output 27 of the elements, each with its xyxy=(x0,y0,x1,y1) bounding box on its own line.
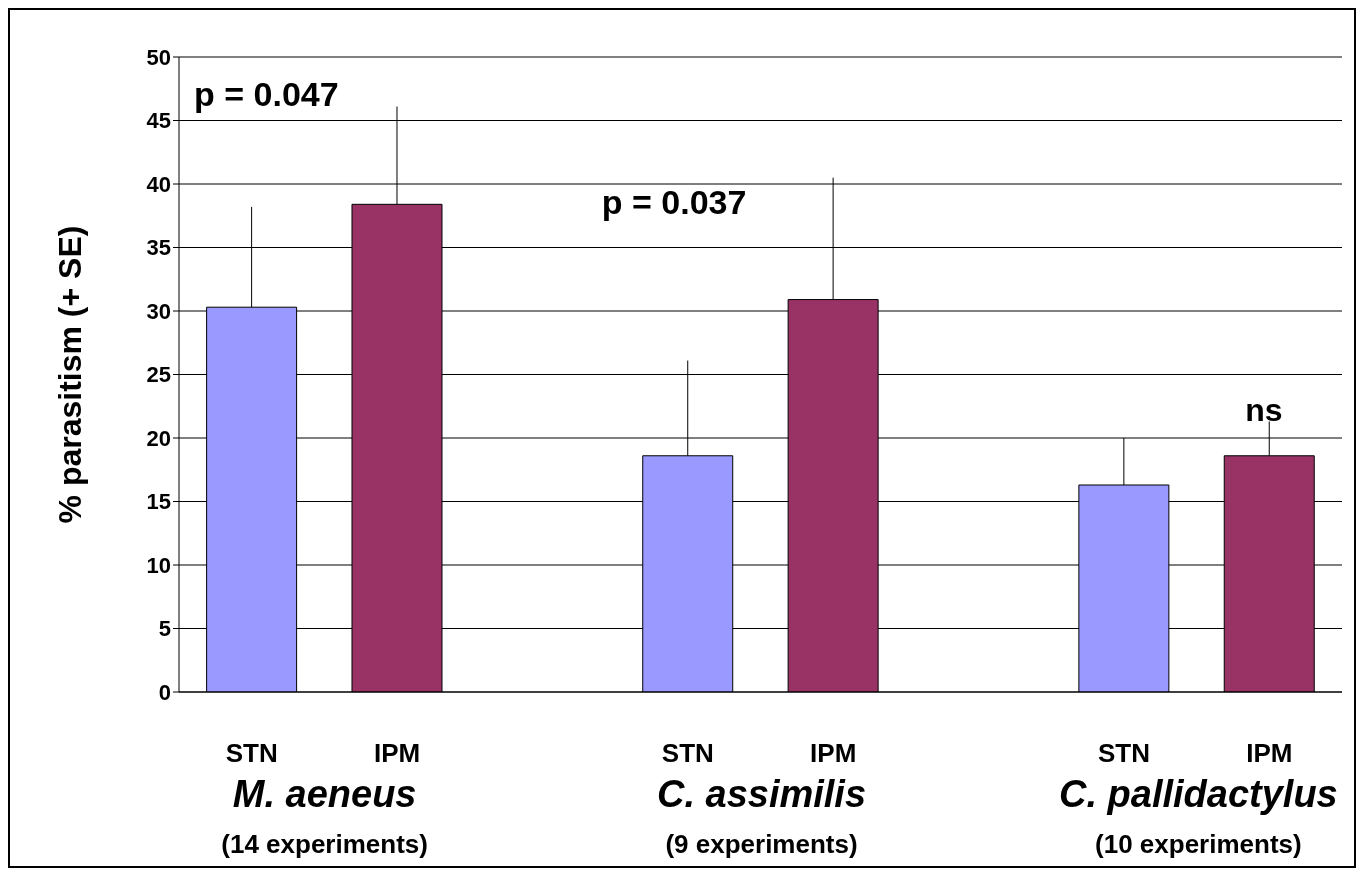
y-tick-label: 20 xyxy=(146,425,171,451)
text: M. aeneus xyxy=(231,773,418,816)
y-tick-label: 45 xyxy=(146,108,171,134)
y-tick-label: 35 xyxy=(146,235,171,261)
y-axis-title: % parasitism (+ SE) xyxy=(52,225,89,524)
x-tick-label: IPM xyxy=(810,738,857,769)
annotation: p = 0.047 xyxy=(194,75,339,113)
y-tick-label: 50 xyxy=(146,44,171,70)
x-tick-label: STN xyxy=(1097,738,1150,769)
text: (9 experiments) xyxy=(664,829,859,860)
text: (14 experiments) xyxy=(220,829,429,860)
y-tick-label: 40 xyxy=(146,171,171,197)
y-tick-label: 25 xyxy=(146,362,171,388)
y-tick-label: 5 xyxy=(158,616,171,642)
x-tick-label: STN xyxy=(661,738,714,769)
text: C. assimilis xyxy=(655,773,868,816)
y-tick-label: 0 xyxy=(158,679,171,705)
text: C. pallidactylus xyxy=(1058,773,1339,816)
x-tick-label: STN xyxy=(225,738,278,769)
y-tick-label: 30 xyxy=(146,298,171,324)
y-tick-label: 15 xyxy=(146,489,171,515)
annotation: ns xyxy=(1244,392,1284,429)
y-tick-label: 10 xyxy=(146,552,171,578)
x-tick-label: IPM xyxy=(1246,738,1293,769)
x-tick-label: IPM xyxy=(373,738,421,769)
annotation: p = 0.037 xyxy=(600,183,748,222)
text: (10 experiments) xyxy=(1094,829,1303,860)
